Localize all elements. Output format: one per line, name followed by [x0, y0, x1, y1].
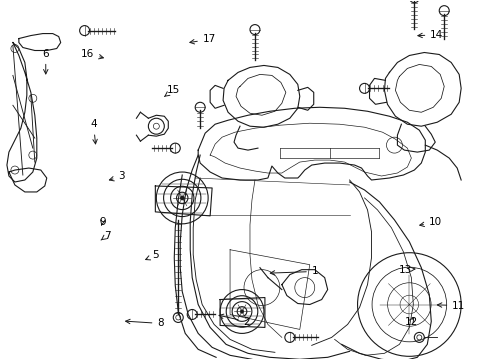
Text: 7: 7	[101, 231, 110, 240]
Text: 6: 6	[42, 49, 49, 74]
Text: 9: 9	[99, 217, 105, 227]
Text: 11: 11	[436, 301, 465, 311]
Text: 14: 14	[417, 30, 443, 40]
Text: 8: 8	[125, 319, 163, 328]
Circle shape	[240, 310, 243, 313]
Text: 1: 1	[270, 266, 318, 276]
Text: 3: 3	[109, 171, 125, 181]
Text: 5: 5	[145, 250, 159, 260]
Text: 13: 13	[398, 265, 414, 275]
Text: 12: 12	[404, 317, 417, 327]
Text: 17: 17	[189, 35, 216, 44]
Text: 10: 10	[419, 217, 441, 227]
Text: 16: 16	[81, 49, 103, 59]
Text: 15: 15	[164, 85, 180, 96]
Text: 4: 4	[90, 120, 97, 144]
Circle shape	[180, 196, 184, 200]
Text: 2: 2	[219, 314, 250, 327]
